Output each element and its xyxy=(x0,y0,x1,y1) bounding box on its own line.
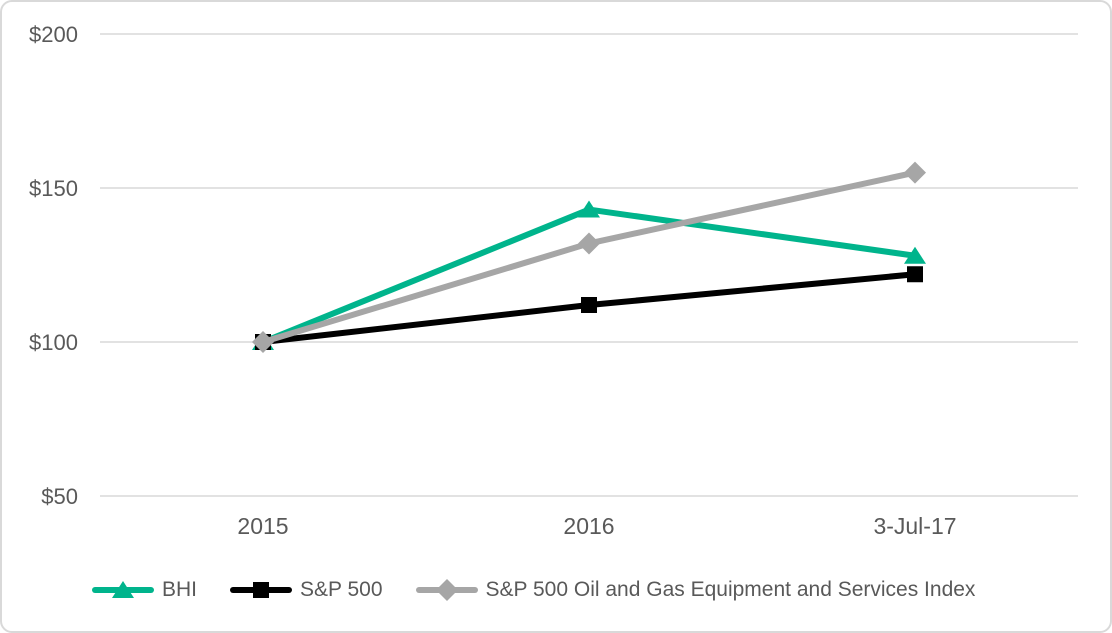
y-tick-label: $100 xyxy=(29,330,78,355)
legend-item-s-p-500-oil-and-gas-equipment-and-services-index: S&P 500 Oil and Gas Equipment and Servic… xyxy=(415,578,976,602)
diamond-marker-s-p-500-oil-and-gas-equipment-and-services-index xyxy=(904,161,926,184)
legend-label: BHI xyxy=(162,578,198,601)
legend-label: S&P 500 Oil and Gas Equipment and Servic… xyxy=(485,578,976,601)
chart-legend: BHI S&P 500 S&P 500 Oil and Gas Equipment … xyxy=(92,572,975,608)
triangle-marker-icon xyxy=(112,581,134,598)
legend-label: S&P 500 xyxy=(300,578,383,601)
square-marker-s-p-500 xyxy=(581,297,597,314)
square-marker-s-p-500 xyxy=(907,266,923,283)
legend-item-s-p-500: S&P 500 xyxy=(230,578,383,602)
diamond-marker-s-p-500-oil-and-gas-equipment-and-services-index xyxy=(578,232,600,255)
y-tick-label: $150 xyxy=(29,176,78,201)
square-line-swatch-icon xyxy=(230,582,293,598)
y-tick-label: $200 xyxy=(29,22,78,47)
series-line-bhi xyxy=(260,206,918,345)
square-marker-icon xyxy=(253,582,270,598)
x-tick-label: 2015 xyxy=(237,513,288,539)
series-line-s-p-500-oil-and-gas-equipment-and-services-index xyxy=(260,169,918,345)
diamond-line-swatch-icon xyxy=(415,579,478,601)
diamond-marker-icon xyxy=(435,579,458,601)
x-tick-label: 2016 xyxy=(563,513,614,539)
x-tick-label: 3-Jul-17 xyxy=(873,513,956,539)
triangle-marker-bhi xyxy=(904,246,926,264)
legend-item-bhi: BHI xyxy=(92,578,197,602)
triangle-marker-bhi xyxy=(578,200,600,218)
diamond-marker-s-p-500-oil-and-gas-equipment-and-services-index xyxy=(252,331,274,353)
y-tick-label: $50 xyxy=(41,484,78,509)
triangle-line-swatch-icon xyxy=(92,581,154,598)
